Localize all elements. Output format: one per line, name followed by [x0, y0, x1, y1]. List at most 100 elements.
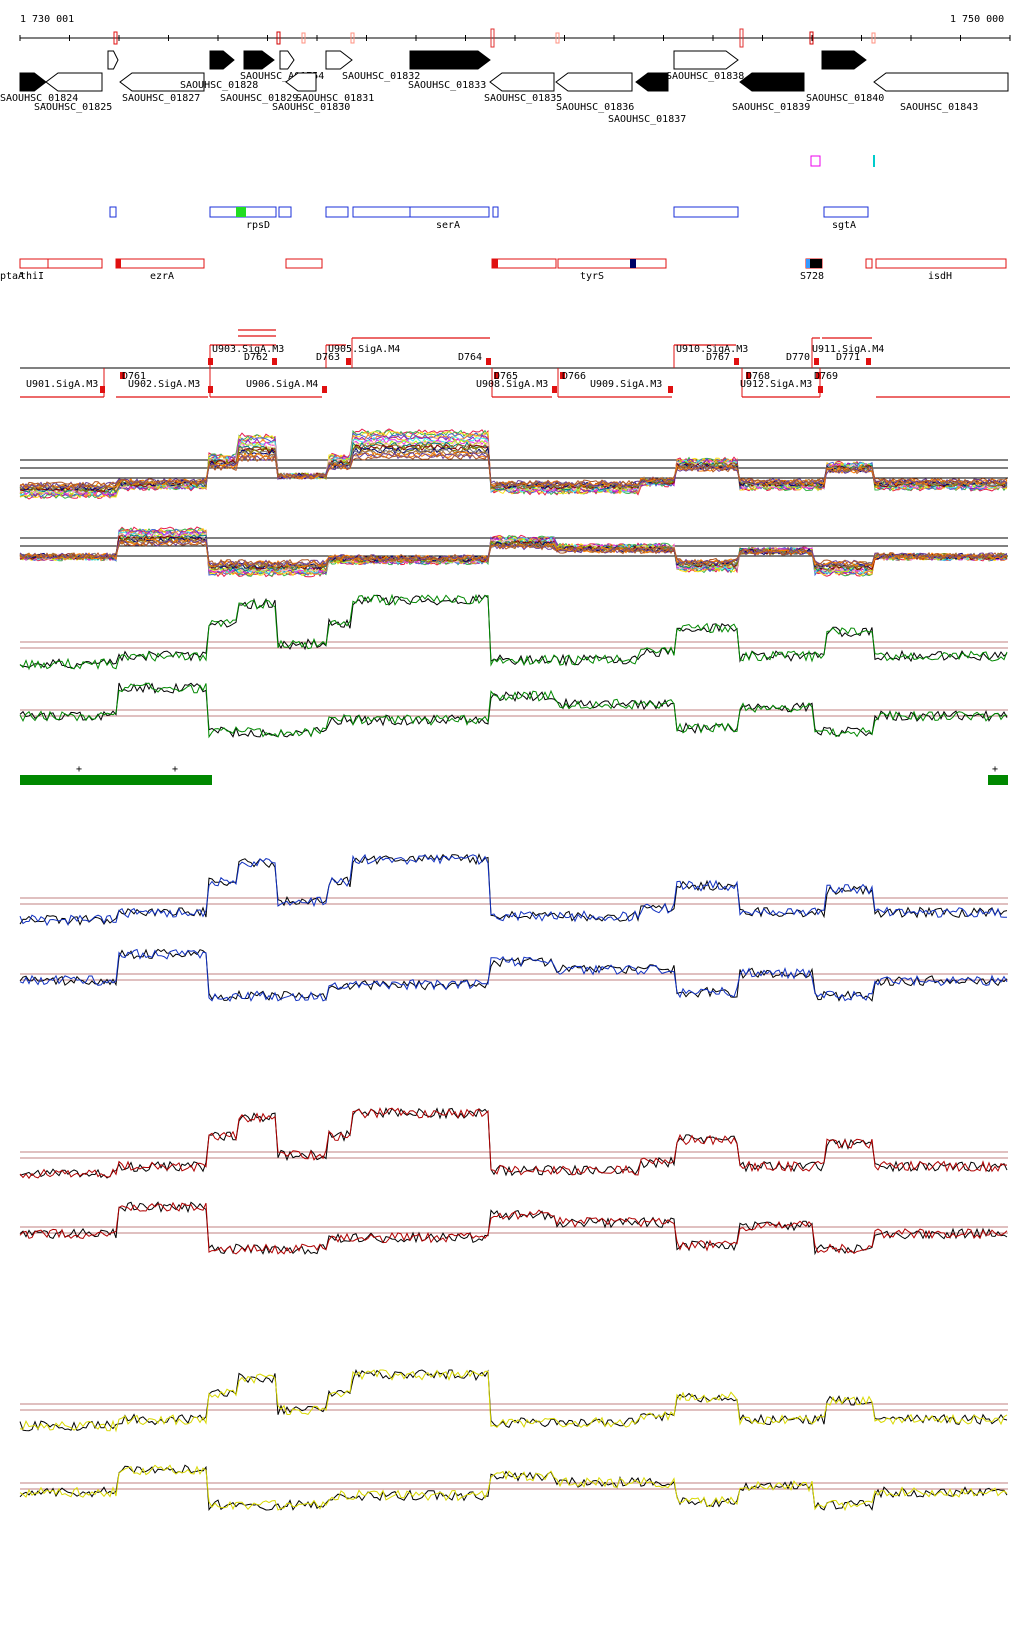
segment-label: U903.SigA.M3: [212, 344, 284, 355]
segment-marker: [120, 372, 125, 379]
blue-feature-label: rpsD: [246, 220, 270, 231]
segment-marker: [746, 372, 751, 379]
gene-label: SAOUHSC_01839: [732, 102, 810, 113]
sample-line: [19, 527, 1008, 577]
gene-label: SAOUHSC_01840: [806, 93, 884, 104]
segment-marker: [208, 386, 213, 393]
segment-label: U908.SigA.M3: [476, 379, 548, 390]
gene-arrow[interactable]: [279, 50, 295, 70]
gene-arrow[interactable]: [555, 72, 633, 92]
segment-label: D769: [814, 371, 838, 382]
gene-arrow[interactable]: [285, 72, 317, 92]
segment-label: D766: [562, 371, 586, 382]
red-feature[interactable]: [557, 258, 667, 269]
segment-marker: [346, 358, 351, 365]
gene-label: SAOUHSC_01833: [408, 80, 486, 91]
gene-label: SAOUHSC_01830: [272, 102, 350, 113]
red-feature[interactable]: [865, 258, 873, 269]
segment-marker: [322, 386, 327, 393]
magenta-marker: [810, 155, 821, 167]
segment-label: D767: [706, 352, 730, 363]
blue-feature[interactable]: [492, 206, 499, 218]
red-feature-label: ptaA: [0, 271, 24, 282]
gene-arrow[interactable]: [325, 50, 353, 70]
blue-feature[interactable]: [823, 206, 869, 218]
blue-feature[interactable]: [278, 206, 292, 218]
segment-label: D761: [122, 371, 146, 382]
blue-signal: [19, 853, 1007, 927]
segment-marker: [866, 358, 871, 365]
ruler-marker: [809, 31, 814, 45]
yellow-expression-tracks: [19, 1368, 1008, 1512]
ruler-markers: [113, 28, 876, 48]
red-signal: [19, 1201, 1008, 1256]
gene-label: SAOUHSC_01824: [0, 93, 78, 104]
gene-arrow[interactable]: [739, 72, 805, 92]
green-bar-mark: +: [76, 764, 82, 775]
segment-marker: [816, 372, 821, 379]
ruler-marker: [276, 31, 281, 45]
gene-label: SAOUHSC_01838: [666, 71, 744, 82]
yellow-signal: [19, 1368, 1008, 1432]
blue-feature[interactable]: [325, 206, 349, 218]
blue-feature[interactable]: [352, 206, 490, 218]
gene-label: SAOUHSC_01828: [180, 80, 258, 91]
ruler-marker: [350, 32, 355, 44]
gene-arrow[interactable]: [19, 72, 47, 92]
segment-label: U906.SigA.M4: [246, 379, 318, 390]
gene-arrow[interactable]: [409, 50, 491, 70]
segment-marker: [100, 386, 105, 393]
gene-label: SAOUHSC_01832: [342, 71, 420, 82]
segment-marker: [818, 386, 823, 393]
gene-arrow[interactable]: [635, 72, 669, 92]
blue-expression-tracks: [19, 853, 1008, 1002]
red-feature[interactable]: [491, 258, 557, 269]
green-bar-region: [988, 775, 1008, 785]
sample-line: [19, 453, 1008, 489]
red-signal: [19, 1107, 1008, 1180]
yellow-signal: [19, 1464, 1008, 1511]
segment-marker: [552, 386, 557, 393]
sample-line: [19, 535, 1008, 570]
red-feature-mark: [492, 259, 498, 268]
gene-arrow[interactable]: [673, 50, 739, 70]
red-feature[interactable]: [285, 258, 323, 269]
segment-marker: [734, 358, 739, 365]
gene-label: SAOUHSC_01836: [556, 102, 634, 113]
segment-label: D763: [316, 352, 340, 363]
red-feature[interactable]: [115, 258, 205, 269]
gene-arrow[interactable]: [821, 50, 867, 70]
red-signal: [19, 1107, 1008, 1179]
segment-label: U905.SigA.M4: [328, 344, 400, 355]
blue-feature-track: rpsD serA sgtA: [109, 206, 869, 231]
green-bar-mark: +: [992, 764, 998, 775]
gene-label: SAOUHSC_01825: [34, 102, 112, 113]
gene-label: SAOUHSC_01829: [220, 93, 298, 104]
ruler-marker: [113, 31, 118, 45]
gene-arrow[interactable]: [209, 50, 235, 70]
gene-arrow[interactable]: [243, 50, 275, 70]
green-expression-tracks: [19, 593, 1008, 739]
gene-arrow[interactable]: [45, 72, 103, 92]
red-feature[interactable]: [19, 258, 103, 269]
red-feature-label: ezrA: [150, 271, 174, 282]
gene-label: SAOUHSC_01831: [296, 93, 374, 104]
yellow-signal: [19, 1369, 1008, 1433]
gene-arrow[interactable]: [489, 72, 555, 92]
segment-label: D771: [836, 352, 860, 363]
red-feature[interactable]: [875, 258, 1007, 269]
rpsD-highlight: [236, 207, 246, 217]
segment-marker: [814, 358, 819, 365]
gene-arrow[interactable]: [107, 50, 119, 70]
segment-marker: [668, 386, 673, 393]
blue-feature[interactable]: [109, 206, 117, 218]
red-feature-label: S728: [800, 271, 824, 282]
ruler-marker: [739, 28, 744, 48]
gene-arrow[interactable]: [119, 72, 205, 92]
gene-arrow[interactable]: [873, 72, 1009, 92]
segment-label: D768: [746, 371, 770, 382]
blue-feature[interactable]: [673, 206, 739, 218]
red-feature-mark: [116, 259, 121, 268]
